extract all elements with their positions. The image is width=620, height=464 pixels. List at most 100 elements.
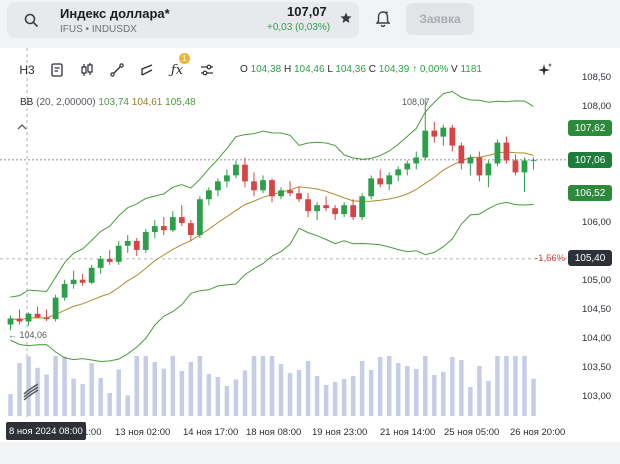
volume-bar xyxy=(143,356,149,416)
candle-body xyxy=(404,163,411,170)
chevron-up-icon[interactable] xyxy=(14,119,30,135)
volume-bar xyxy=(179,371,185,416)
candle-body xyxy=(88,267,95,283)
ohlc-readout: O 104,38 H 104,46 L 104,36 C 104,39 ↑ 0,… xyxy=(240,64,482,75)
ohlc-high: 104,46 xyxy=(293,64,325,75)
symbol-search-box[interactable]: Индекс доллара* IFUS • INDUSDX xyxy=(7,2,359,38)
cursor-price-tag: 105,40 xyxy=(568,250,612,266)
time-label: 13 ноя 02:00 xyxy=(115,427,171,438)
indicators-button[interactable]: ƒx 1 xyxy=(162,53,192,82)
candle-body xyxy=(25,313,32,322)
volume-bar xyxy=(233,379,239,416)
volume-bar xyxy=(98,378,103,416)
volume-bar xyxy=(513,356,518,416)
ohlc-close: 104,39 xyxy=(378,64,410,75)
candle-body xyxy=(43,317,50,320)
volume-bar xyxy=(341,379,347,416)
bollinger-legend[interactable]: BB (20, 2,00000) 103,74 104,61 105,48 xyxy=(20,97,196,108)
volume-bar xyxy=(495,356,500,416)
volume-bar xyxy=(441,372,446,416)
candle-body xyxy=(449,127,456,146)
bb-middle: 104,61 xyxy=(131,97,163,108)
volume-bar xyxy=(116,369,121,416)
price-tick: 104,00 xyxy=(582,333,612,344)
volume-bar xyxy=(71,378,76,416)
volume-bar xyxy=(287,373,293,416)
drawings-toggle-icon[interactable] xyxy=(20,381,42,403)
candles-icon xyxy=(81,63,93,76)
timeframe-button[interactable]: Н3 xyxy=(12,58,42,82)
alert-bell-icon[interactable] xyxy=(374,10,392,28)
candle-body xyxy=(106,258,113,262)
price-axis[interactable]: 108,50 108,00 106,00 105,00 104,50 104,0… xyxy=(568,48,620,418)
volume-bar xyxy=(423,356,428,416)
volume-bar xyxy=(414,369,419,416)
candle-body xyxy=(34,313,41,318)
symbol-change: +0,03 (0,03%) xyxy=(267,22,331,33)
volume-bar xyxy=(35,367,40,416)
candle-body xyxy=(485,163,492,176)
volume-bar xyxy=(80,384,85,416)
time-label: 25 ноя 05:00 xyxy=(444,427,500,438)
volume-bar xyxy=(278,364,284,416)
candle-body xyxy=(521,160,528,173)
volume-bar xyxy=(522,356,527,416)
candle-body xyxy=(133,240,140,250)
line-tool-button[interactable] xyxy=(102,58,132,82)
volume-bar xyxy=(44,374,49,416)
settings-button[interactable] xyxy=(192,58,222,82)
volume-bar xyxy=(450,357,455,416)
symbol-name: Индекс доллара* xyxy=(60,6,170,21)
candle-body xyxy=(314,205,320,212)
candle-body xyxy=(178,217,185,224)
symbol-ticker: IFUS • INDUSDX xyxy=(60,24,137,35)
cursor-percent-label: -1,56% xyxy=(535,253,566,264)
price-tick: 108,00 xyxy=(582,101,612,112)
volume-bar xyxy=(62,356,67,416)
volume-bar xyxy=(152,362,158,416)
volume-bar xyxy=(296,370,302,416)
volume-bar xyxy=(468,387,473,416)
sparkle-icon[interactable] xyxy=(536,62,554,78)
high-annotation: 108,07 xyxy=(402,97,430,107)
candle-body xyxy=(332,208,339,215)
candle-body xyxy=(70,279,77,284)
price-tick: 108,50 xyxy=(582,72,612,83)
volume-bar xyxy=(305,361,311,416)
volume-bar xyxy=(89,363,94,416)
ohlc-open: 104,38 xyxy=(250,64,282,75)
timeframe-label: Н3 xyxy=(19,63,35,77)
candle-body xyxy=(359,196,366,218)
chart-area[interactable] xyxy=(0,48,620,442)
draw-button[interactable] xyxy=(132,58,162,82)
candle-body xyxy=(296,193,302,200)
candle-body xyxy=(124,240,131,246)
bb-lower-line xyxy=(10,201,534,363)
candle-body xyxy=(377,178,384,185)
candle-body xyxy=(151,226,158,233)
volume-bar xyxy=(242,370,248,416)
candle-body xyxy=(233,164,239,176)
tools-button[interactable] xyxy=(42,58,72,82)
order-button[interactable]: Заявка xyxy=(406,3,474,35)
top-bar: Индекс доллара* IFUS • INDUSDX 107,07 +0… xyxy=(0,0,620,46)
volume-bar xyxy=(459,360,464,416)
symbol-price: 107,07 xyxy=(287,4,327,19)
ohlc-h-label: H xyxy=(283,64,292,75)
candle-body xyxy=(395,169,402,176)
candle-body xyxy=(224,175,230,182)
indicators-count-badge: 1 xyxy=(179,53,190,64)
search-icon[interactable] xyxy=(24,13,38,27)
volume-bar xyxy=(215,377,221,416)
price-chart[interactable] xyxy=(0,48,620,418)
volume-bar xyxy=(359,361,365,416)
ohlc-c-label: C xyxy=(368,64,376,75)
candle-body xyxy=(79,279,86,283)
volume-bar xyxy=(350,376,356,416)
chart-type-button[interactable] xyxy=(72,58,102,82)
time-axis[interactable]: 1:00 13 ноя 02:00 14 ноя 17:00 18 ноя 08… xyxy=(0,418,620,442)
volume-bar xyxy=(107,393,112,416)
star-icon[interactable] xyxy=(340,12,352,24)
settings-icon xyxy=(201,64,213,76)
ohlc-volume: 1181 xyxy=(460,64,482,75)
